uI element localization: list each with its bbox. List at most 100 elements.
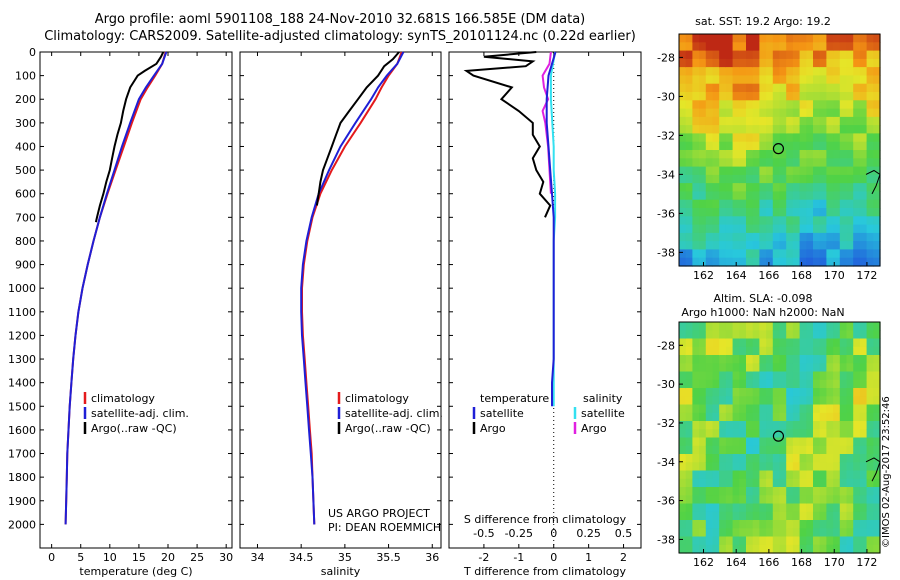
sst-map-cell — [839, 116, 848, 126]
sst-map-cell — [712, 224, 720, 234]
sst-map-cell — [752, 208, 760, 217]
sla-map-cell — [819, 322, 827, 331]
sst-map-cell — [826, 224, 834, 234]
sla-map-cell — [873, 445, 881, 455]
sst-map-cell — [806, 158, 814, 168]
sla-map-cell — [859, 511, 868, 521]
sla-map-cell — [739, 511, 747, 521]
sla-map-y-tick-label: -30 — [657, 378, 675, 391]
sla-map-cell — [786, 520, 794, 529]
sla-map-cell — [833, 445, 841, 455]
sst-map-cell — [685, 216, 693, 226]
temperature-profile-y-tick-label: 300 — [15, 117, 36, 130]
sst-map-cell — [746, 257, 754, 267]
sst-map-cell — [806, 116, 814, 126]
sst-map-cell — [705, 58, 714, 68]
sla-map-cell — [746, 379, 754, 389]
sst-map-x-tick-label: 166 — [758, 269, 779, 282]
sla-map-cell — [725, 454, 734, 463]
sst-map-cell — [859, 166, 868, 176]
sla-map-cell — [846, 462, 854, 472]
sla-map-cell — [766, 330, 774, 340]
sst-map-cell — [772, 257, 781, 267]
sst-map-cell — [699, 108, 707, 118]
sst-map-cell — [826, 241, 834, 250]
sla-map-cell — [732, 338, 740, 348]
sst-map-cell — [772, 166, 781, 176]
sla-map-cell — [685, 437, 693, 447]
sla-map-cell — [873, 338, 881, 348]
sla-map-cell — [712, 520, 720, 529]
sst-map-cell — [866, 75, 874, 85]
sst-map-cell — [699, 100, 707, 110]
sla-map-cell — [853, 445, 861, 455]
sst-map-cell — [746, 166, 754, 176]
sla-map-cell — [679, 462, 687, 472]
sst-map-cell — [799, 75, 807, 85]
sst-map-cell — [732, 75, 740, 85]
sst-map-cell — [792, 34, 801, 43]
sst-map-y-tick-label: -28 — [657, 51, 675, 64]
sst-map-cell — [819, 67, 827, 76]
sla-map-cell — [826, 363, 834, 373]
sst-map-cell — [766, 249, 774, 259]
sal-satellite-line — [300, 51, 405, 525]
sst-map-cell — [846, 158, 854, 168]
sla-map-cell — [873, 379, 881, 389]
sla-map-cell — [792, 412, 801, 422]
sla-map-cell — [705, 429, 714, 439]
sla-map-cell — [705, 412, 714, 422]
sla-map-cell — [819, 536, 827, 546]
sla-map-cell — [806, 536, 814, 546]
sst-map-cell — [746, 133, 754, 143]
sst-map-cell — [806, 42, 814, 52]
diff-temp-satellite-line — [545, 51, 557, 407]
sst-map-cell — [705, 241, 714, 250]
sal-legend-label: satellite-adj. clim. — [345, 407, 443, 420]
sst-map-cell — [746, 92, 754, 101]
sla-map-cell — [792, 338, 801, 348]
sst-map-cell — [846, 58, 854, 68]
sst-map-cell — [813, 241, 821, 250]
sst-map-cell — [786, 199, 794, 209]
sla-map-cell — [866, 544, 874, 554]
sst-map-cell — [833, 174, 841, 184]
sst-map-cell — [766, 199, 774, 209]
sla-map-cell — [719, 404, 727, 414]
sla-map-cell — [699, 330, 707, 340]
sst-map-cell — [792, 232, 801, 242]
sla-map-cell — [746, 536, 754, 546]
sla-map-cell — [826, 421, 834, 430]
sla-map-cell — [712, 503, 720, 513]
title-line-2: Climatology: CARS2009. Satellite-adjuste… — [44, 29, 636, 44]
sla-map-cell — [873, 396, 881, 406]
sla-map-cell — [739, 388, 747, 397]
sst-map-cell — [779, 108, 787, 118]
sst-map-cell — [799, 108, 807, 118]
sla-map-cell — [779, 346, 787, 356]
sla-map-cell — [746, 544, 754, 554]
sst-map-cell — [839, 50, 848, 60]
sla-map-cell — [859, 503, 868, 513]
sst-map-cell — [813, 100, 821, 110]
sst-map-cell — [853, 232, 861, 242]
temperature-profile-x-tick-label: 20 — [161, 551, 175, 564]
sst-map-cell — [719, 92, 727, 101]
sla-map-cell — [826, 330, 834, 340]
sla-map-cell — [806, 371, 814, 381]
sla-map-cell — [692, 503, 700, 513]
sla-map-cell — [873, 520, 881, 529]
sla-map-cell — [685, 520, 693, 529]
sst-map-cell — [806, 150, 814, 159]
sla-map-cell — [752, 536, 760, 546]
sla-map-cell — [826, 536, 834, 546]
sla-map-cell — [819, 528, 827, 538]
sla-map-cell — [725, 462, 734, 472]
sst-map-cell — [699, 83, 707, 93]
sla-map-cell — [759, 355, 767, 364]
sla-map-cell — [792, 544, 801, 554]
sla-map-cell — [712, 346, 720, 356]
sla-map-cell — [839, 371, 848, 381]
sla-map-cell — [846, 412, 854, 422]
sla-map-cell — [786, 454, 794, 463]
